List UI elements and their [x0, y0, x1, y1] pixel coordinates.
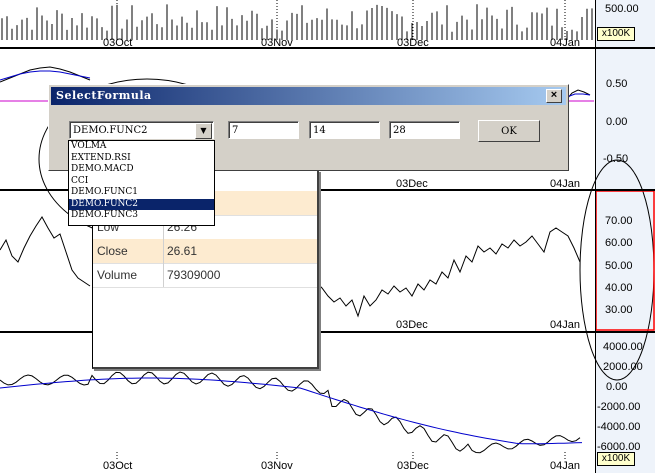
osc-date-label: 03Dec — [397, 460, 429, 472]
macd-y-label: -0.50 — [603, 153, 629, 165]
param-input-3[interactable]: 28 — [389, 121, 460, 139]
pane-separator-3[interactable] — [0, 331, 655, 333]
price-y-label: 60.00 — [605, 237, 633, 249]
data-row-label: Close — [97, 244, 128, 258]
close-icon: × — [550, 89, 558, 101]
data-row: Volume 79309000 — [93, 263, 317, 288]
osc-y-label: 4000.00 — [603, 341, 643, 353]
param-input-3-value: 28 — [393, 125, 406, 136]
dropdown-option[interactable]: DEMO.FUNC1 — [71, 187, 139, 197]
data-row-value: 26.61 — [167, 244, 198, 258]
volume-y-label: 500.00 — [605, 3, 639, 15]
price-y-label: 70.00 — [605, 215, 633, 227]
osc-y-label: 2000.00 — [603, 361, 643, 373]
osc-date-label: 03Oct — [103, 460, 133, 472]
volume-bars — [1, 4, 593, 40]
dropdown-option[interactable]: EXTEND.RSI — [71, 152, 131, 163]
data-row: Close 26.61 — [93, 239, 317, 264]
price-y-label: 30.00 — [605, 304, 633, 316]
osc-y-label: -6000.00 — [597, 441, 641, 453]
formula-dropdown-list: VOLMA EXTEND.RSI DEMO.MACD CCI DEMO.FUNC… — [68, 140, 215, 226]
macd-date-label: 04Jan — [550, 178, 580, 190]
price-line — [0, 216, 581, 318]
price-y-label: 50.00 — [605, 260, 633, 272]
osc-unit-badge: x100K — [597, 452, 635, 466]
dialog-title: SelectFormula — [56, 89, 152, 102]
osc-y-axis — [596, 333, 655, 473]
data-row-label: Volume — [97, 268, 138, 282]
axis-separator — [595, 0, 596, 473]
pane-separator-1[interactable] — [0, 47, 655, 49]
oscillator-ma-line — [0, 377, 583, 445]
dropdown-option[interactable]: CCI — [71, 175, 89, 186]
price-y-axis — [596, 191, 655, 331]
osc-y-label: -4000.00 — [597, 421, 641, 433]
volume-unit-badge: x100K — [597, 27, 635, 41]
price-date-label: 04Jan — [550, 319, 580, 331]
volume-date-label: 03Dec — [397, 37, 429, 49]
volume-date-label: 03Nov — [261, 37, 293, 49]
param-input-2-value: 14 — [313, 125, 326, 136]
macd-ma-left — [0, 70, 91, 81]
oscillator-line — [0, 371, 581, 454]
macd-y-label: 0.00 — [606, 116, 628, 128]
macd-y-label: 0.50 — [606, 78, 628, 90]
price-axis-highlight — [595, 190, 655, 331]
dialog-titlebar[interactable]: SelectFormula × — [51, 87, 566, 105]
param-input-1-value: 7 — [232, 125, 239, 136]
dropdown-option[interactable]: DEMO.MACD — [71, 164, 134, 174]
pane-separator-2[interactable] — [0, 189, 655, 191]
param-input-2[interactable]: 14 — [309, 121, 380, 139]
macd-date-label: 03Dec — [396, 178, 428, 190]
volume-date-label: 04Jan — [550, 37, 580, 49]
osc-date-label: 03Nov — [261, 460, 293, 472]
dropdown-option[interactable]: VOLMA — [71, 141, 107, 151]
formula-combobox[interactable]: DEMO.FUNC2 ▼ — [69, 121, 214, 139]
osc-y-label: 0.00 — [606, 381, 628, 393]
param-input-1[interactable]: 7 — [228, 121, 299, 139]
ok-button[interactable]: OK — [478, 120, 540, 142]
osc-y-label: -2000.00 — [597, 401, 641, 413]
price-date-label: 03Dec — [396, 319, 428, 331]
close-button[interactable]: × — [546, 89, 562, 103]
dropdown-option[interactable]: DEMO.FUNC3 — [71, 210, 139, 220]
chevron-down-icon[interactable]: ▼ — [195, 123, 212, 139]
volume-date-label: 03Oct — [103, 37, 133, 49]
macd-line-left — [0, 66, 91, 83]
price-y-label: 40.00 — [605, 282, 633, 294]
dropdown-option-selected[interactable]: DEMO.FUNC2 — [69, 198, 214, 210]
osc-date-label: 04Jan — [550, 460, 580, 472]
formula-combobox-value: DEMO.FUNC2 — [73, 125, 148, 136]
data-row-value: 79309000 — [167, 268, 221, 282]
select-formula-dialog: SelectFormula × DEMO.FUNC2 ▼ 7 14 28 OK — [48, 84, 569, 171]
